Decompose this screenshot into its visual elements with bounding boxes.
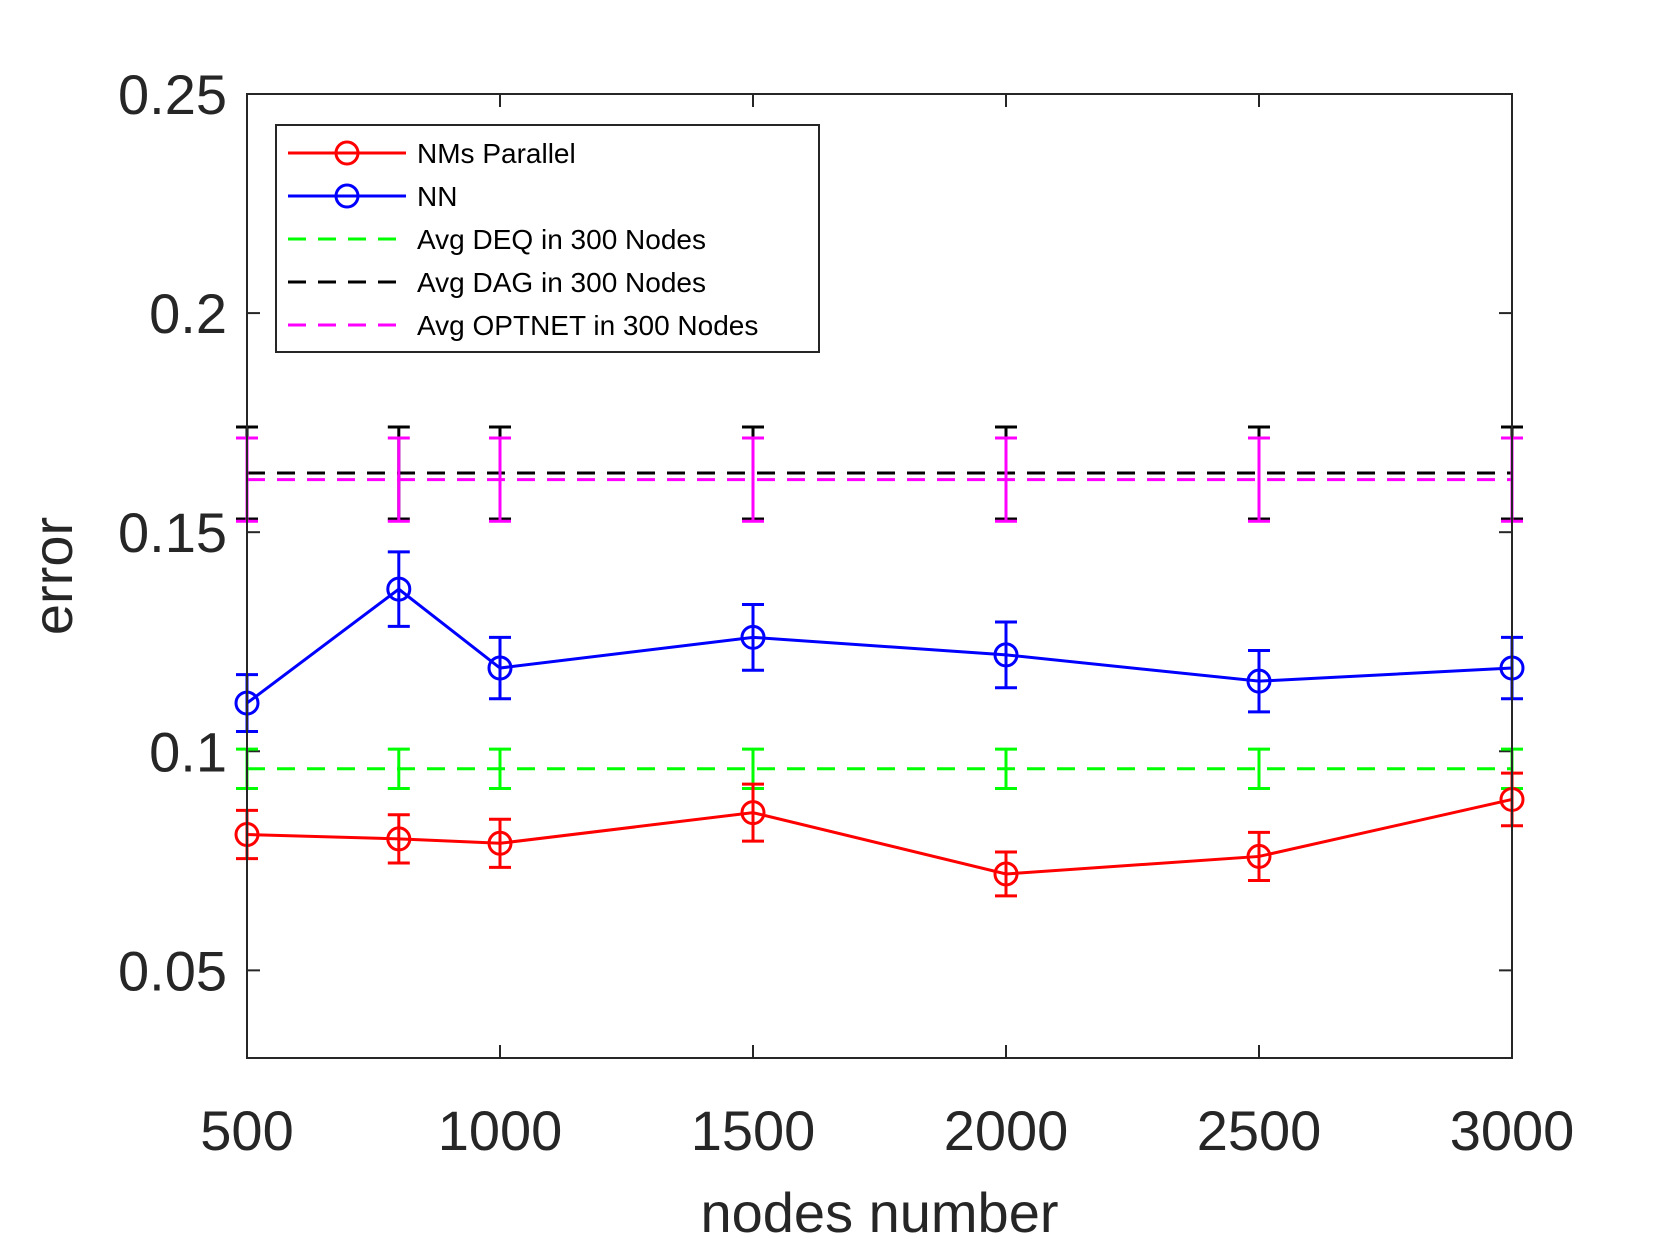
data-point xyxy=(386,576,412,602)
axes-box xyxy=(246,93,1513,1059)
y-tick-label: 0.2 xyxy=(149,282,227,345)
data-point xyxy=(740,624,766,650)
y-tick-label: 0.1 xyxy=(149,720,227,783)
data-point xyxy=(993,642,1019,668)
legend-box xyxy=(275,124,820,353)
x-tick-label: 1500 xyxy=(691,1099,816,1162)
legend-item: NN xyxy=(288,181,457,212)
x-tick-label: 3000 xyxy=(1450,1099,1575,1162)
series-line xyxy=(246,587,1513,705)
legend-item: Avg OPTNET in 300 Nodes xyxy=(288,310,758,341)
x-tick-label: 500 xyxy=(200,1099,293,1162)
data-point xyxy=(487,655,513,681)
data-point xyxy=(993,861,1019,887)
data-point xyxy=(487,830,513,856)
legend-marker xyxy=(334,140,360,166)
legend-label: Avg OPTNET in 300 Nodes xyxy=(417,310,758,341)
series-line xyxy=(246,798,1513,876)
data-point xyxy=(386,826,412,852)
legend-label: Avg DEQ in 300 Nodes xyxy=(417,224,706,255)
legend-label: Avg DAG in 300 Nodes xyxy=(417,267,706,298)
legend-item: Avg DAG in 300 Nodes xyxy=(288,267,706,298)
legend-marker xyxy=(334,183,360,209)
data-point xyxy=(1246,668,1272,694)
data-point xyxy=(1246,843,1272,869)
data-point xyxy=(740,800,766,826)
x-axis-label: nodes number xyxy=(700,1181,1058,1244)
legend-label: NN xyxy=(417,181,457,212)
y-axis-label: error xyxy=(21,517,84,635)
legend-item: NMs Parallel xyxy=(288,138,576,169)
y-tick-label: 0.15 xyxy=(118,501,227,564)
y-tick-label: 0.05 xyxy=(118,939,227,1002)
legend-label: NMs Parallel xyxy=(417,138,576,169)
legend-item: Avg DEQ in 300 Nodes xyxy=(288,224,706,255)
tick-labels: 500 1000 1500 2000 2500 3000 0.05 0.1 0.15 0.2 0.2… xyxy=(118,63,1574,1162)
x-tick-label: 2500 xyxy=(1197,1099,1322,1162)
y-tick-label: 0.25 xyxy=(118,63,227,126)
x-tick-label: 2000 xyxy=(944,1099,1069,1162)
legend: NMs Parallel NN Avg DEQ in 300 Nodes Avg DA… xyxy=(275,124,820,353)
x-tick-label: 1000 xyxy=(438,1099,563,1162)
